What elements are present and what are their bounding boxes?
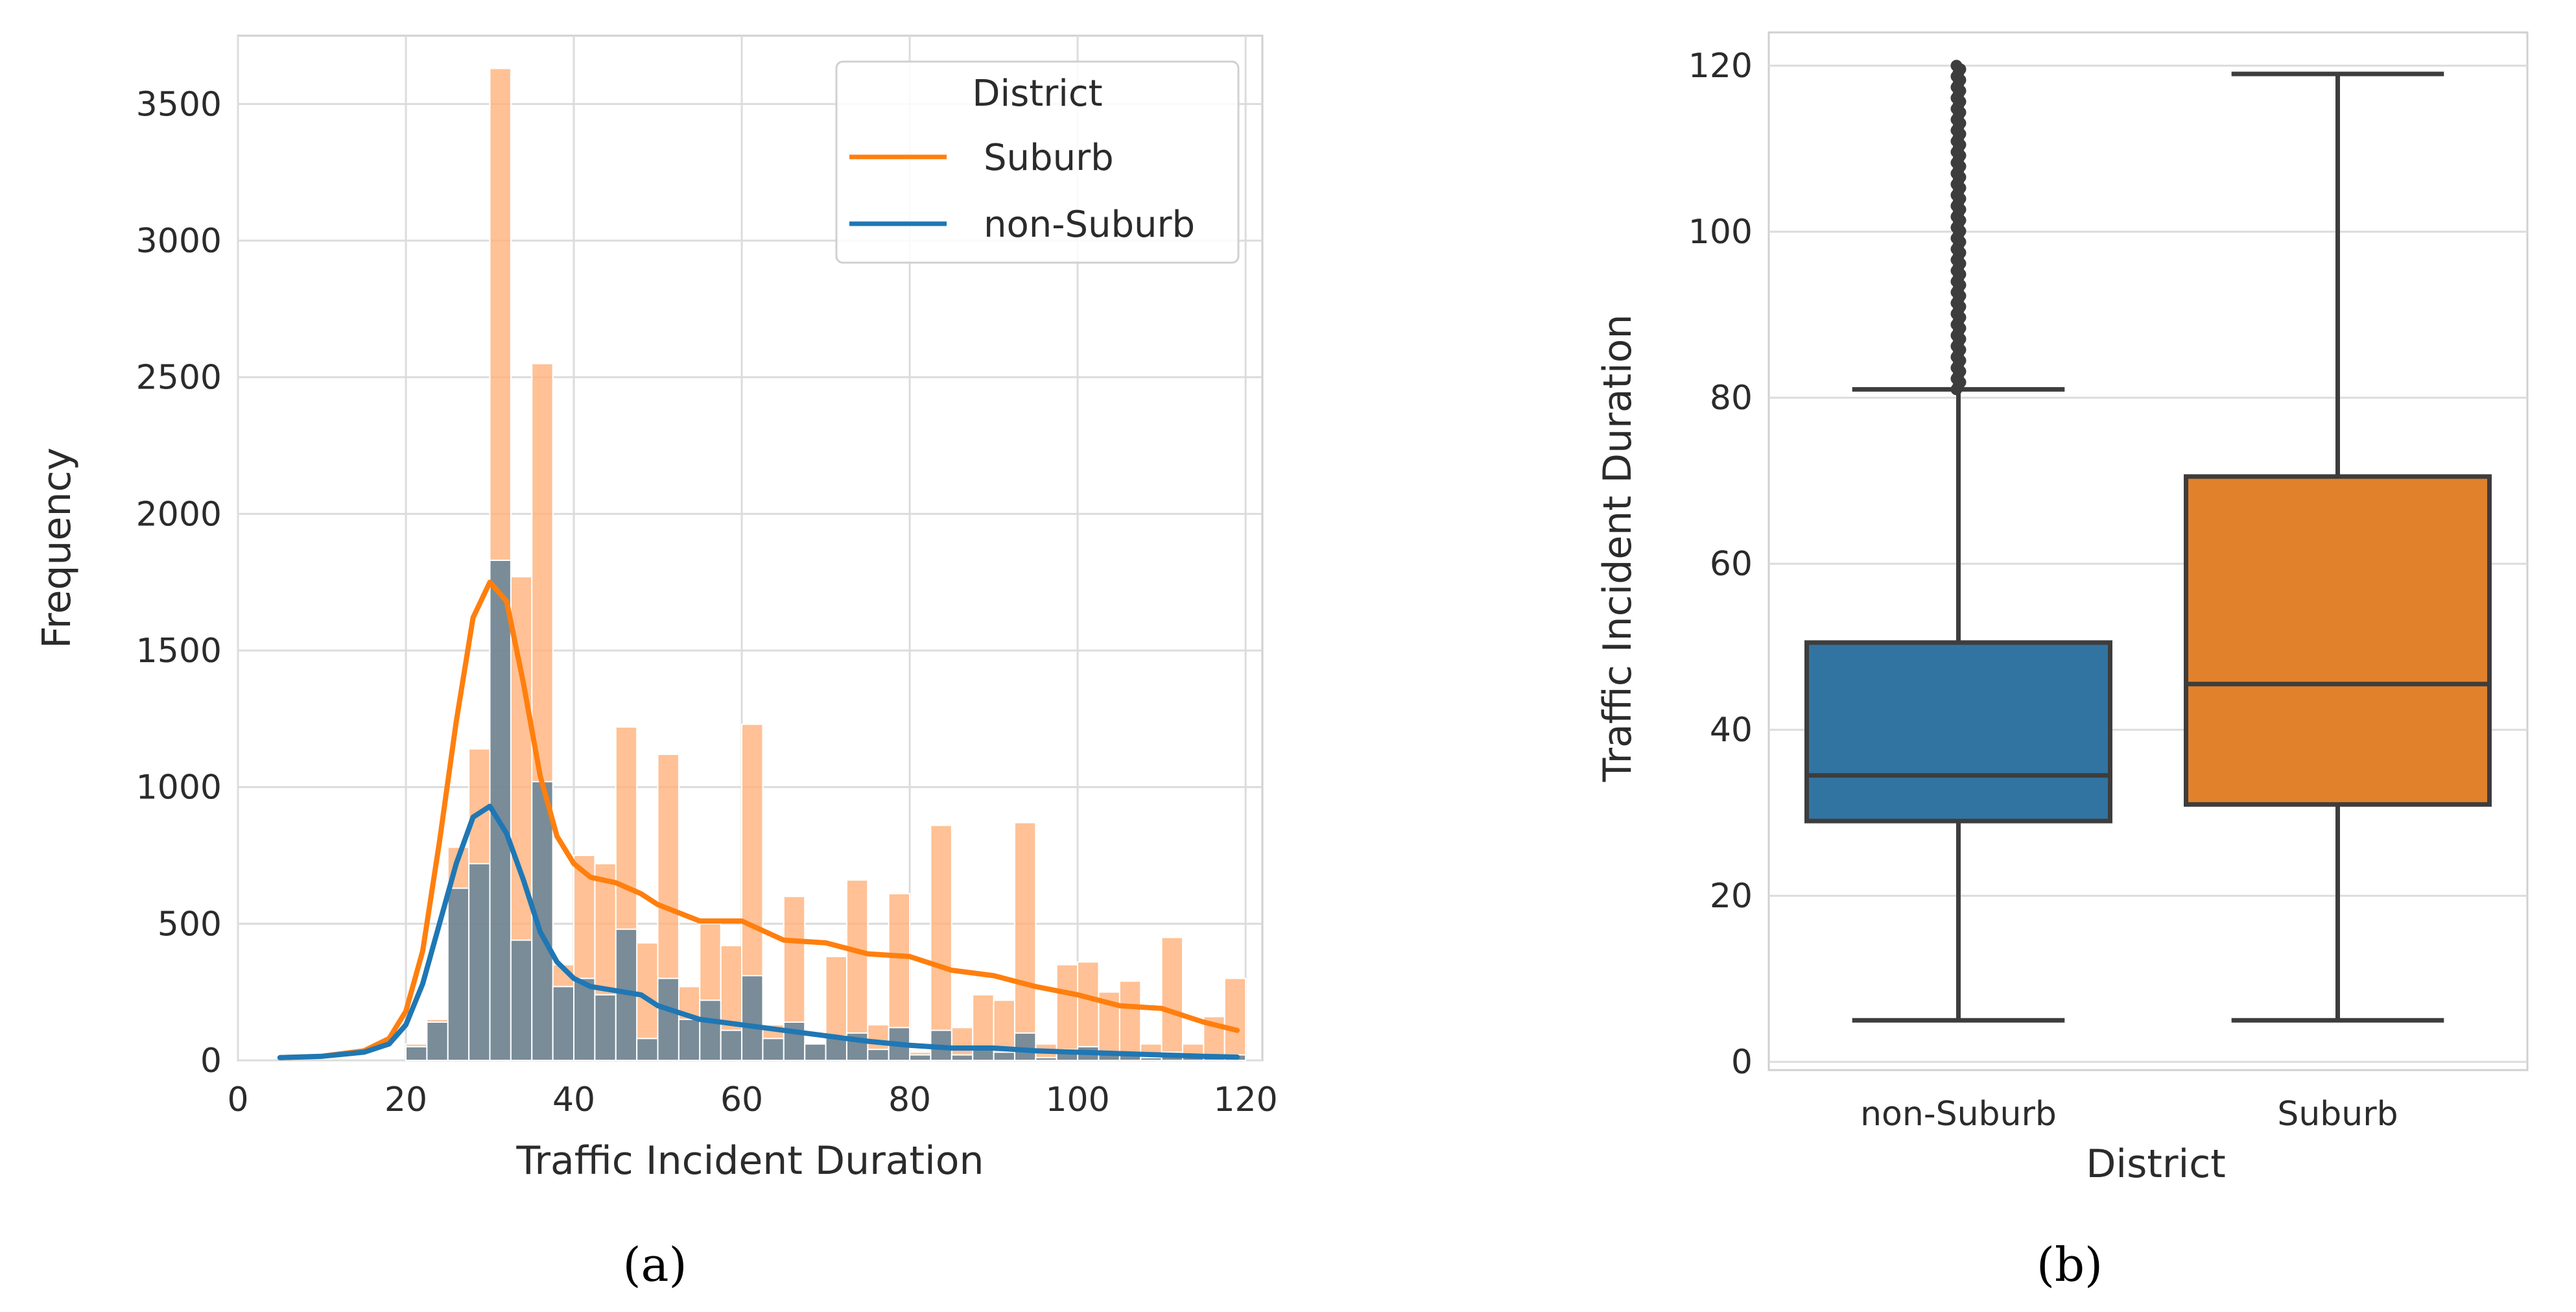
histogram-bar-non-suburb [867, 1049, 890, 1061]
histogram-bar-non-suburb [720, 1029, 743, 1061]
box-suburb [2184, 474, 2492, 807]
histogram-bar-suburb [845, 879, 869, 1062]
x-tick-label: 100 [1045, 1080, 1109, 1119]
kde-line-non-suburb [277, 804, 1240, 1060]
x-tick-label: 80 [888, 1080, 931, 1119]
outlier-point-non-suburb [1950, 60, 1963, 72]
panel-b-y-tick-labels: 0 20 40 60 80 100 120 [1688, 47, 1753, 1082]
histogram-bar-suburb [1118, 980, 1142, 1062]
y-tick-label: 3500 [136, 85, 222, 124]
histogram-bar-non-suburb [510, 939, 533, 1061]
histogram-bar-non-suburb [594, 994, 617, 1062]
x-tick-label: 120 [1213, 1080, 1277, 1119]
panel-a-y-tick-labels: 0 500 1000 1500 2000 2500 3000 3500 [136, 85, 222, 1080]
histogram-bar-non-suburb [468, 863, 491, 1061]
box-non-suburb [1804, 640, 2112, 824]
y-tick-label: 2500 [136, 359, 222, 398]
histogram-bar-suburb [1013, 822, 1037, 1061]
y-tick-label: 0 [1731, 1043, 1753, 1082]
panel-a-kde-lines [277, 579, 1240, 1060]
panel-a-x-tick-labels: 0 20 40 60 80 100 120 [227, 1080, 1277, 1119]
legend-box [835, 60, 1240, 264]
y-tick-label: 80 [1710, 379, 1753, 418]
histogram-bar-non-suburb [657, 977, 679, 1061]
y-tick-label: 0 [200, 1042, 222, 1080]
x-tick-label: 20 [384, 1080, 427, 1119]
legend-label-non-suburb: non-Suburb [984, 204, 1195, 246]
panel-a-legend: District Suburb non-Suburb [835, 60, 1240, 264]
histogram-bar-suburb [1223, 977, 1247, 1061]
y-tick-label: 120 [1688, 47, 1753, 86]
histogram-bar-suburb [1161, 936, 1183, 1062]
panel-b-x-tick-labels: non-Suburb Suburb [1860, 1095, 2398, 1134]
x-tick-label: Suburb [2277, 1095, 2398, 1134]
histogram-bar-non-suburb [762, 1038, 785, 1061]
legend-label-suburb: Suburb [984, 137, 1114, 179]
y-tick-label: 1000 [136, 769, 222, 807]
panel-a: 0 20 40 60 80 100 120 0 500 1000 1500 2000 2500 3000… [34, 34, 1278, 1292]
histogram-bar-non-suburb [951, 1054, 974, 1062]
y-tick-label: 20 [1710, 877, 1753, 916]
y-tick-label: 2000 [136, 495, 222, 534]
legend-title: District [972, 73, 1102, 115]
histogram-bar-non-suburb [783, 1021, 806, 1061]
histogram-bar-non-suburb [405, 1045, 428, 1062]
panel-a-y-axis-label: Frequency [34, 447, 80, 649]
histogram-bar-non-suburb [993, 1051, 1015, 1061]
y-tick-label: 3000 [136, 222, 222, 261]
histogram-bar-suburb [930, 824, 952, 1061]
y-tick-label: 500 [158, 905, 222, 944]
histogram-bar-non-suburb [804, 1043, 827, 1061]
panel-a-caption: (a) [622, 1237, 687, 1292]
y-tick-label: 1500 [136, 632, 222, 671]
histogram-bar-non-suburb [678, 1018, 701, 1062]
panel-b: 0 20 40 60 80 100 120 non-Suburb Suburb Distric… [1595, 31, 2529, 1292]
histogram-bar-non-suburb [741, 975, 764, 1062]
histogram-bar-non-suburb [909, 1054, 932, 1062]
y-tick-label: 60 [1710, 545, 1753, 584]
y-tick-label: 40 [1710, 711, 1753, 750]
x-tick-label: non-Suburb [1860, 1095, 2057, 1134]
histogram-bar-non-suburb [636, 1038, 659, 1061]
panel-b-caption: (b) [2037, 1237, 2103, 1292]
panel-b-y-axis-label: Traffic Incident Duration [1595, 315, 1640, 783]
histogram-bar-suburb [1077, 961, 1100, 1061]
histogram-bar-non-suburb [972, 1049, 995, 1061]
histogram-bar-non-suburb [699, 999, 722, 1061]
y-tick-label: 100 [1688, 213, 1753, 252]
histogram-bar-non-suburb [426, 1021, 449, 1061]
histogram-bar-non-suburb [1035, 1056, 1058, 1061]
histogram-bar-non-suburb [573, 977, 596, 1061]
panel-b-x-axis-label: District [2086, 1141, 2226, 1187]
x-tick-label: 40 [552, 1080, 595, 1119]
histogram-bar-non-suburb [1140, 1056, 1163, 1061]
histogram-bar-suburb [1056, 964, 1079, 1061]
histogram-bar-non-suburb [447, 887, 470, 1062]
histogram-bar-non-suburb [1013, 1032, 1037, 1062]
kde-line-suburb [277, 579, 1240, 1060]
panel-a-x-axis-label: Traffic Incident Duration [516, 1138, 984, 1184]
x-tick-label: 0 [227, 1080, 248, 1119]
histogram-bar-non-suburb [552, 986, 575, 1061]
panel-b-boxes [1804, 60, 2492, 1023]
x-tick-label: 60 [720, 1080, 763, 1119]
